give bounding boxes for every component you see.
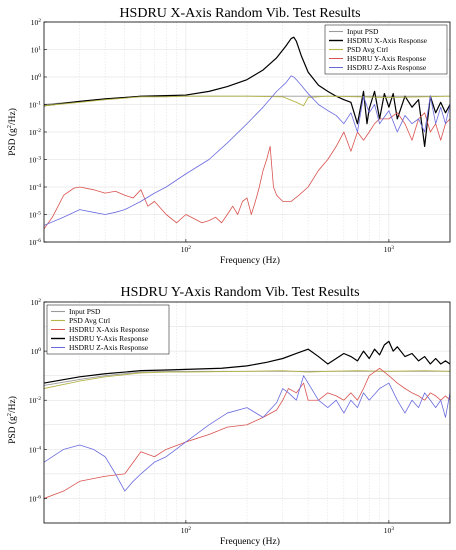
series-line-psd-avg-ctrl [44,95,450,107]
y-tick-label: 10-6 [29,238,41,247]
series-line-hsdru-y-axis-response [44,340,450,384]
legend-label: Input PSD [347,27,379,36]
legend-box [46,304,170,355]
chart-x-axis-results: HSDRU X-Axis Random Vib. Test Results Fr… [6,6,451,266]
y-tick-label: 10-1 [29,101,41,110]
y-tick-label: 102 [31,18,42,27]
legend-label: HSDRU Z-Axis Response [347,63,427,72]
legend-label: HSDRU Z-Axis Response [69,343,149,352]
y-tick-label: 102 [31,298,42,307]
y-tick-label: 100 [31,73,42,82]
series-line-hsdru-x-axis-response [44,36,450,147]
y-tick-label: 10-6 [29,494,41,503]
y-tick-label: 10-2 [29,396,41,405]
chart-title: HSDRU Y-Axis Random Vib. Test Results [120,285,359,300]
y-tick-label: 101 [31,46,42,55]
y-tick-label: 10-4 [29,445,41,454]
x-tick-label: 102 [181,526,192,535]
legend-label: Input PSD [69,307,101,316]
legend-label: PSD Avg Ctrl [347,45,388,54]
legend-label: HSDRU Y-Axis Response [69,334,149,343]
y-tick-label: 100 [31,347,42,356]
legend-label: HSDRU X-Axis Response [69,325,150,334]
y-axis-label: PSD (g2/Hz) [6,396,18,444]
legend-label: PSD Avg Ctrl [69,316,110,325]
x-tick-label: 103 [384,245,395,254]
y-tick-label: 10-5 [29,211,41,220]
y-tick-label: 10-4 [29,183,41,192]
series-group [44,36,450,230]
y-tick-label: 10-3 [29,156,41,165]
chart-title: HSDRU X-Axis Random Vib. Test Results [119,6,360,21]
series-group [44,340,450,499]
y-axis-label: PSD (g2/Hz) [6,108,18,156]
legend-box [324,24,448,75]
series-line-hsdru-z-axis-response [44,375,450,492]
series-line-hsdru-z-axis-response [44,75,450,226]
x-axis-label: Frequency (Hz) [220,255,280,266]
y-tick-label: 10-2 [29,128,41,137]
x-tick-label: 103 [384,526,395,535]
legend-label: HSDRU Y-Axis Response [347,54,427,63]
plot-frame [43,301,451,524]
x-tick-label: 102 [181,245,192,254]
chart-y-axis-results: HSDRU Y-Axis Random Vib. Test Results Fr… [6,285,451,547]
x-axis-label: Frequency (Hz) [220,536,280,547]
legend-label: HSDRU X-Axis Response [347,36,428,45]
series-line-psd-avg-ctrl [44,370,450,389]
